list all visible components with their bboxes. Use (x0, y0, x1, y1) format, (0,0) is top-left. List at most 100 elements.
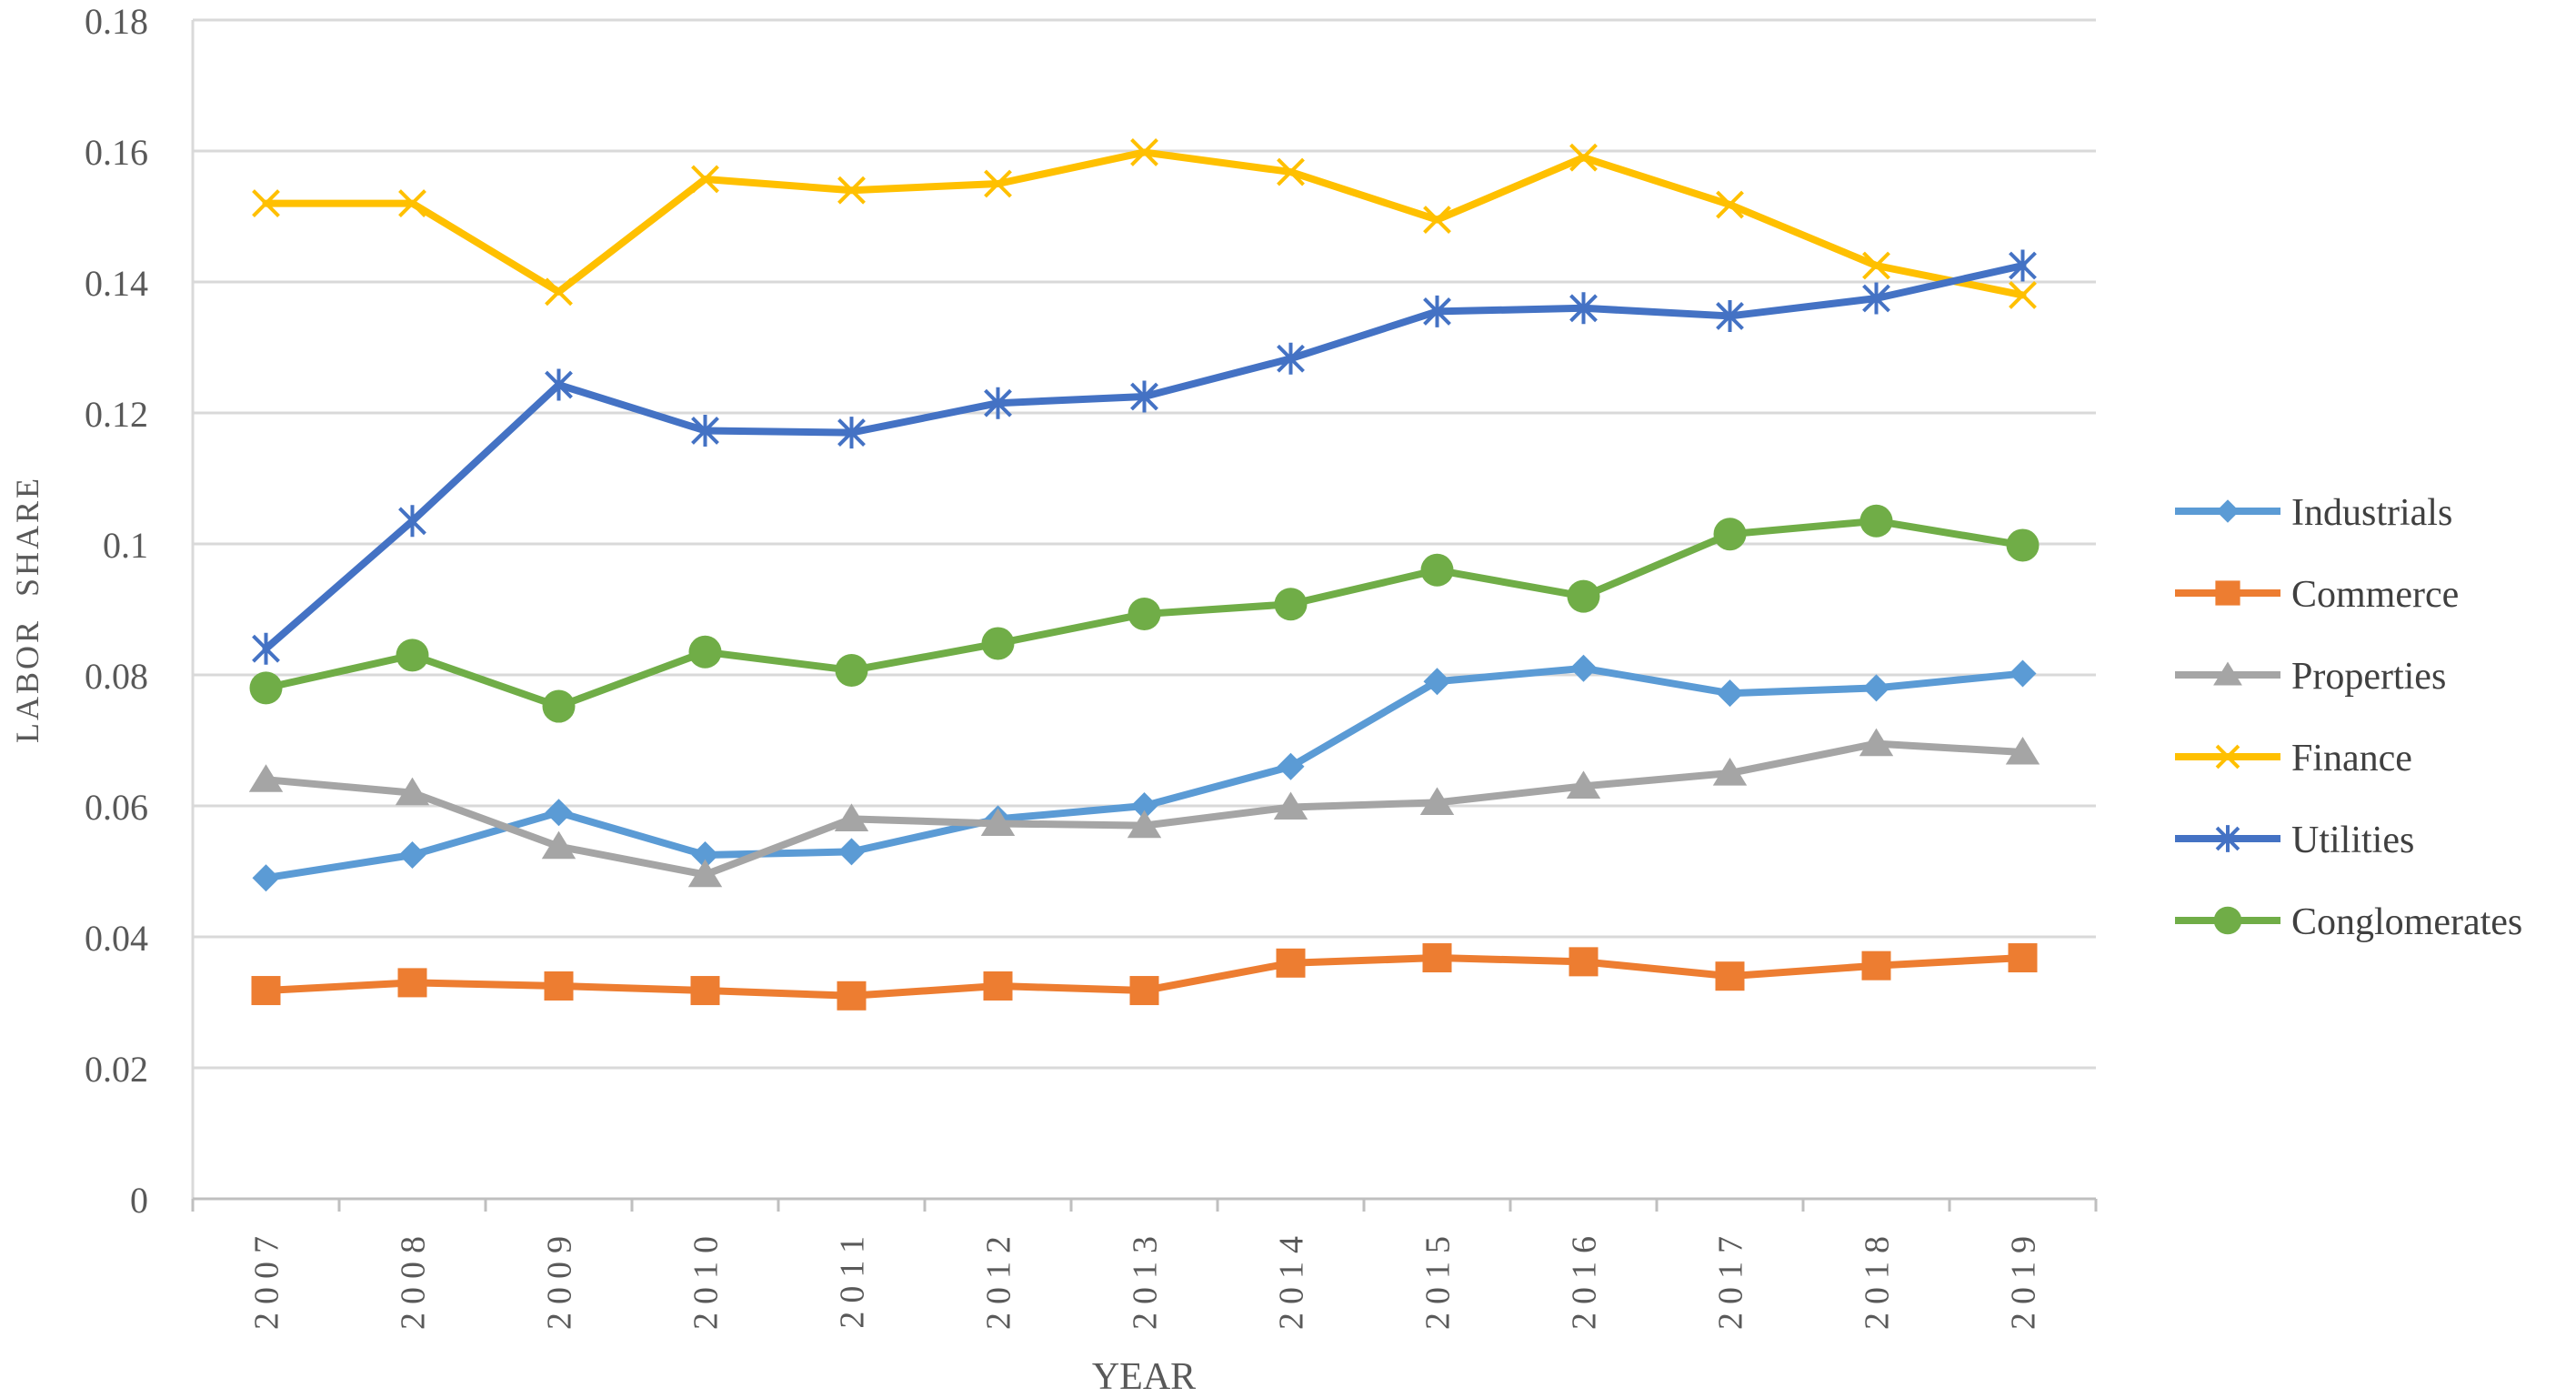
data-point-marker (1129, 976, 1159, 1006)
x-tick-label: 2008 (395, 1228, 433, 1330)
data-point-marker (691, 165, 719, 194)
data-point-marker (2009, 659, 2037, 688)
series-commerce (251, 943, 2038, 1011)
data-point-marker (1130, 138, 1158, 166)
data-point-marker (983, 971, 1013, 1001)
data-point-marker (981, 627, 1015, 660)
x-tick-label: 2016 (1566, 1228, 1604, 1330)
data-point-marker (691, 841, 719, 869)
data-point-marker (542, 689, 576, 723)
data-point-marker (2009, 249, 2037, 282)
data-point-marker (837, 838, 866, 866)
data-point-marker (2215, 744, 2240, 769)
data-point-marker (2008, 943, 2038, 973)
data-point-marker (1277, 752, 1305, 780)
x-tick-label: 2009 (541, 1228, 579, 1330)
y-tick-label: 0.04 (85, 918, 148, 959)
y-tick-label: 0.02 (85, 1049, 148, 1090)
data-point-marker (252, 189, 280, 218)
data-point-marker (2006, 528, 2040, 562)
data-point-marker (1274, 588, 1308, 621)
series-finance (252, 138, 2037, 309)
data-point-marker (2213, 906, 2242, 935)
data-point-marker (837, 176, 866, 205)
data-point-marker (1277, 157, 1305, 186)
data-point-marker (1569, 947, 1599, 977)
x-tick-label: 2019 (2005, 1228, 2043, 1330)
legend-label: Commerce (2291, 574, 2459, 616)
series-industrials (252, 654, 2037, 892)
data-point-marker (1277, 342, 1305, 375)
series-properties (248, 728, 2040, 888)
data-point-marker (1567, 579, 1600, 613)
data-point-marker (837, 981, 867, 1011)
data-point-marker (545, 799, 573, 827)
data-point-marker (1713, 518, 1747, 551)
data-point-marker (1716, 299, 1744, 332)
data-point-marker (541, 830, 576, 860)
data-point-marker (1569, 292, 1598, 325)
series-lines (248, 138, 2040, 1011)
data-point-marker (545, 368, 573, 401)
data-point-marker (1423, 668, 1451, 696)
y-tick-label: 0.12 (85, 394, 148, 435)
data-point-marker (1712, 758, 1748, 786)
legend-item-finance: Finance (2175, 738, 2412, 779)
x-tick-label: 2013 (1127, 1228, 1165, 1330)
data-point-marker (545, 277, 573, 307)
data-point-marker (690, 976, 720, 1006)
data-point-marker (1423, 295, 1451, 327)
data-point-marker (1422, 943, 1452, 973)
y-tick-label: 0.1 (103, 525, 148, 566)
y-tick-label: 0.16 (85, 132, 148, 173)
data-point-marker (2215, 825, 2240, 852)
data-point-marker (984, 387, 1012, 419)
data-point-marker (248, 764, 284, 792)
data-point-marker (397, 968, 427, 998)
y-axis-title: LABOR SHARE (9, 476, 45, 743)
data-point-marker (252, 864, 280, 892)
series-line (262, 262, 2027, 653)
data-point-marker (2213, 661, 2242, 686)
y-tick-label: 0.18 (85, 1, 148, 42)
data-point-marker (396, 639, 429, 672)
legend-item-industrials: Industrials (2175, 492, 2452, 534)
x-tick-label: 2017 (1712, 1228, 1750, 1330)
data-point-marker (1716, 190, 1744, 219)
legend-label: Finance (2291, 738, 2412, 779)
x-tick-label: 2010 (687, 1228, 726, 1330)
data-point-marker (834, 803, 869, 831)
data-point-marker (544, 971, 574, 1001)
x-tick-label: 2012 (980, 1228, 1018, 1330)
data-point-marker (980, 808, 1016, 837)
x-tick-label: 2015 (1419, 1228, 1458, 1330)
series-conglomerates (249, 504, 2040, 723)
data-point-marker (688, 635, 722, 669)
data-point-marker (1419, 787, 1455, 815)
data-point-marker (252, 632, 280, 665)
legend-item-commerce: Commerce (2175, 574, 2459, 616)
x-tick-label: 2011 (834, 1228, 872, 1329)
data-point-marker (837, 417, 866, 449)
data-point-marker (1423, 206, 1451, 235)
y-tick-label: 0 (130, 1180, 148, 1221)
data-point-marker (1569, 143, 1598, 172)
y-tick-label: 0.14 (85, 263, 148, 304)
legend-item-utilities: Utilities (2175, 820, 2414, 861)
data-point-marker (835, 653, 868, 687)
data-point-marker (398, 505, 426, 538)
data-point-marker (2009, 280, 2037, 309)
data-point-marker (249, 671, 283, 705)
legend-label: Utilities (2291, 820, 2414, 861)
x-tick-label: 2014 (1273, 1228, 1311, 1330)
data-point-marker (1420, 553, 1454, 587)
data-point-marker (2215, 580, 2240, 606)
y-tick-label: 0.08 (85, 656, 148, 697)
legend-item-properties: Properties (2175, 656, 2446, 698)
data-point-marker (1128, 598, 1161, 631)
legend-label: Properties (2291, 656, 2446, 698)
legend-label: Industrials (2291, 492, 2452, 534)
data-point-marker (691, 414, 719, 447)
